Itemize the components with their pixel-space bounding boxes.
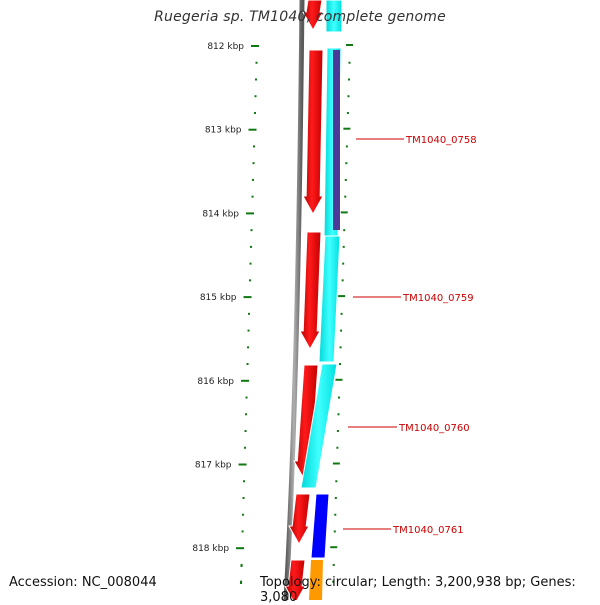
feature-orange: [309, 560, 323, 600]
gene-labels: TM1040_0758 TM1040_0759 TM1040_0760 TM1040_…: [343, 135, 477, 536]
reverse-gene-block: [300, 363, 338, 489]
genome-backbone: [283, 0, 305, 600]
gene-label: TM1040_0761: [392, 525, 464, 536]
tick-label: 818 kbp: [192, 544, 229, 554]
tick-label: 813 kbp: [205, 126, 242, 136]
tick-label: 817 kbp: [195, 461, 232, 471]
tick-label: 816 kbp: [197, 377, 234, 387]
tick-label: 812 kbp: [207, 42, 244, 52]
reverse-gene-block: [325, 0, 343, 33]
topology-label: Topology: circular; Length: 3,200,938 bp…: [260, 575, 576, 605]
feature-track: [283, 0, 343, 600]
forward-gene-arrow: [299, 231, 322, 351]
feature-blue: [310, 493, 330, 559]
gene-label: TM1040_0758: [405, 135, 477, 146]
map-title: Ruegeria sp. TM1040, complete genome: [154, 9, 446, 25]
forward-gene-arrow: [288, 493, 311, 546]
forward-gene-arrow: [284, 559, 306, 600]
ruler-ticks: 812 kbp 813 kbp 814 kbp 815 kbp 816 kbp 817 k…: [192, 42, 353, 584]
forward-gene-arrow: [302, 49, 324, 216]
reverse-gene-block: [318, 235, 341, 363]
forward-gene-arrow: [302, 0, 324, 32]
feature-purple: [333, 50, 340, 230]
accession-label: Accession: NC_008044: [9, 575, 157, 590]
gene-label: TM1040_0760: [398, 423, 470, 434]
tick-label: 815 kbp: [200, 293, 237, 303]
gene-label: TM1040_0759: [402, 293, 474, 304]
tick-label: 814 kbp: [202, 209, 239, 219]
